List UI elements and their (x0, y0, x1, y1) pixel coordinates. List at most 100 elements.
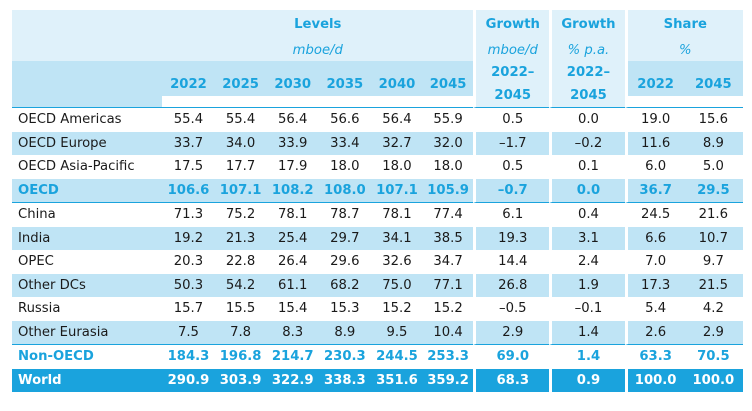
level-cell: 18.0 (370, 155, 424, 179)
table-row: OECD 106.6 107.1 108.2 108.0 107.1 105.9 –0.7 0.… (12, 178, 743, 202)
table-row: OECD Asia-Pacific 17.5 17.7 17.9 18.0 18.0 18.… (12, 155, 743, 179)
level-cell: 32.6 (370, 250, 424, 274)
growth-pa-cell: 1.4 (549, 320, 625, 344)
growth-mboe-cell: 26.8 (473, 273, 550, 297)
level-cell: 33.9 (266, 131, 319, 155)
level-cell: 7.5 (162, 320, 215, 344)
level-cell: 75.0 (370, 273, 424, 297)
level-cell: 15.2 (423, 297, 474, 321)
growth-mboe-cell: 2.9 (473, 320, 550, 344)
level-cell: 26.4 (266, 250, 319, 274)
growth-pa-cell: –0.1 (549, 297, 625, 321)
header-levels-unit: mboe/d (162, 39, 474, 61)
level-cell: 17.5 (162, 155, 215, 179)
share-2022-cell: 19.0 (624, 107, 684, 132)
table-row: China 71.3 75.2 78.1 78.7 78.1 77.4 6.1 0.4 24.5 2… (12, 202, 743, 227)
level-cell: 56.4 (370, 107, 424, 132)
header-row-titles: Levels Growth Growth Share (12, 10, 743, 39)
row-label: Other Eurasia (12, 320, 163, 344)
row-label: Russia (12, 297, 163, 321)
header-growth-pa-period-end: 2045 (549, 84, 625, 107)
level-cell: 68.2 (318, 273, 371, 297)
level-cell: 184.3 (162, 344, 215, 369)
level-cell: 230.3 (318, 344, 371, 369)
header-growth-mboe: Growth (473, 10, 550, 39)
table-row: OPEC 20.3 22.8 26.4 29.6 32.6 34.7 14.4 2.4 7.0 9.… (12, 250, 743, 274)
level-cell: 55.4 (214, 107, 267, 132)
growth-mboe-cell: 19.3 (473, 226, 550, 250)
header-growth-pa: Growth (549, 10, 625, 39)
level-cell: 38.5 (423, 226, 474, 250)
level-cell: 56.6 (318, 107, 371, 132)
share-col-2022: 2022 (624, 73, 684, 96)
share-2045-cell: 70.5 (683, 344, 743, 369)
table-row: Other Eurasia 7.5 7.8 8.3 8.9 9.5 10.4 2.9 1.4 2.… (12, 320, 743, 344)
level-cell: 29.6 (318, 250, 371, 274)
level-cell: 34.7 (423, 250, 474, 274)
share-2045-cell: 21.6 (683, 202, 743, 227)
row-label: Non-OECD (12, 344, 163, 369)
level-cell: 105.9 (423, 178, 474, 202)
row-label: OECD Europe (12, 131, 163, 155)
level-cell: 290.9 (162, 368, 215, 392)
level-cell: 29.7 (318, 226, 371, 250)
header-row-units: mboe/d mboe/d % p.a. % (12, 39, 743, 61)
header-growth-pa-period-start: 2022– (549, 61, 625, 84)
growth-mboe-cell: –0.7 (473, 178, 550, 202)
level-cell: 21.3 (214, 226, 267, 250)
growth-mboe-cell: –0.5 (473, 297, 550, 321)
header-share-unit: % (624, 39, 743, 61)
share-2045-cell: 4.2 (683, 297, 743, 321)
share-2045-cell: 9.7 (683, 250, 743, 274)
growth-pa-cell: 0.0 (549, 178, 625, 202)
year-col-2040: 2040 (370, 73, 424, 96)
level-cell: 56.4 (266, 107, 319, 132)
row-label: OECD Asia-Pacific (12, 155, 163, 179)
growth-pa-cell: 3.1 (549, 226, 625, 250)
level-cell: 32.7 (370, 131, 424, 155)
share-2045-cell: 100.0 (683, 368, 743, 392)
level-cell: 351.6 (370, 368, 424, 392)
table-row: OECD Americas 55.4 55.4 56.4 56.6 56.4 55.9 0.5… (12, 107, 743, 132)
header-corner (12, 10, 163, 39)
level-cell: 107.1 (370, 178, 424, 202)
share-2022-cell: 2.6 (624, 320, 684, 344)
level-cell: 22.8 (214, 250, 267, 274)
share-2022-cell: 36.7 (624, 178, 684, 202)
growth-pa-cell: 2.4 (549, 250, 625, 274)
level-cell: 61.1 (266, 273, 319, 297)
share-col-2045: 2045 (683, 73, 743, 96)
level-cell: 33.7 (162, 131, 215, 155)
level-cell: 244.5 (370, 344, 424, 369)
level-cell: 71.3 (162, 202, 215, 227)
year-col-2030: 2030 (266, 73, 319, 96)
header-share: Share (624, 10, 743, 39)
level-cell: 77.4 (423, 202, 474, 227)
level-cell: 338.3 (318, 368, 371, 392)
header-row-years: 2022 2025 2030 2035 2040 2045 2045 2045 … (12, 73, 743, 107)
share-2045-cell: 10.7 (683, 226, 743, 250)
level-cell: 15.5 (214, 297, 267, 321)
growth-mboe-cell: 6.1 (473, 202, 550, 227)
level-cell: 55.9 (423, 107, 474, 132)
level-cell: 15.2 (370, 297, 424, 321)
row-label: OECD Americas (12, 107, 163, 132)
growth-pa-cell: –0.2 (549, 131, 625, 155)
level-cell: 107.1 (214, 178, 267, 202)
level-cell: 359.2 (423, 368, 474, 392)
share-2022-cell: 5.4 (624, 297, 684, 321)
level-cell: 15.3 (318, 297, 371, 321)
energy-demand-table: Levels Growth Growth Share mboe/d mboe/d… (12, 10, 743, 392)
header-growth-mboe-period-start: 2022– (473, 61, 550, 84)
growth-mboe-cell: 0.5 (473, 155, 550, 179)
header-growth-mboe-unit: mboe/d (473, 39, 550, 61)
level-cell: 9.5 (370, 320, 424, 344)
row-label: World (12, 368, 163, 392)
level-cell: 19.2 (162, 226, 215, 250)
level-cell: 18.0 (423, 155, 474, 179)
level-cell: 196.8 (214, 344, 267, 369)
level-cell: 50.3 (162, 273, 215, 297)
growth-mboe-cell: –1.7 (473, 131, 550, 155)
share-2045-cell: 29.5 (683, 178, 743, 202)
share-2045-cell: 5.0 (683, 155, 743, 179)
